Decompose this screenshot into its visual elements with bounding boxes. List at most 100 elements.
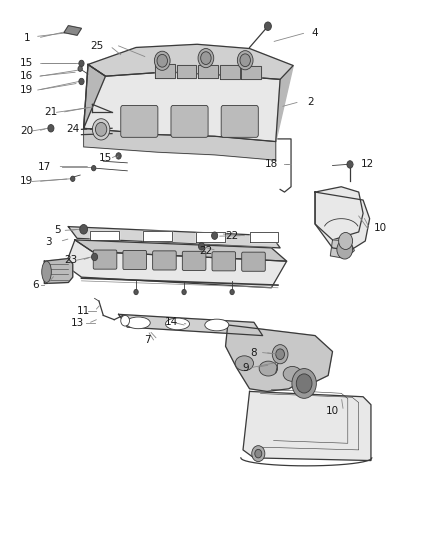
Ellipse shape: [235, 356, 254, 370]
Ellipse shape: [166, 318, 190, 330]
Text: 20: 20: [20, 126, 33, 136]
Polygon shape: [68, 227, 280, 248]
FancyBboxPatch shape: [171, 106, 208, 138]
Circle shape: [272, 345, 288, 364]
Circle shape: [212, 232, 218, 239]
Circle shape: [276, 349, 285, 360]
Polygon shape: [84, 64, 280, 142]
Text: 14: 14: [164, 317, 177, 327]
Circle shape: [80, 224, 88, 234]
Circle shape: [79, 60, 84, 67]
Ellipse shape: [205, 319, 229, 331]
FancyBboxPatch shape: [221, 106, 258, 138]
Polygon shape: [155, 64, 175, 78]
Circle shape: [339, 232, 353, 249]
Circle shape: [71, 176, 75, 181]
Ellipse shape: [259, 361, 278, 376]
Text: 22: 22: [226, 231, 239, 241]
Text: 17: 17: [38, 161, 51, 172]
Circle shape: [79, 78, 84, 85]
Polygon shape: [88, 44, 293, 79]
Text: 4: 4: [312, 28, 318, 38]
Circle shape: [154, 51, 170, 70]
Circle shape: [48, 125, 54, 132]
Circle shape: [255, 449, 262, 458]
Text: 7: 7: [144, 335, 150, 345]
Polygon shape: [226, 325, 332, 391]
Circle shape: [157, 54, 167, 67]
Circle shape: [292, 368, 316, 398]
Text: 24: 24: [66, 124, 79, 134]
Polygon shape: [84, 128, 276, 160]
Text: 19: 19: [20, 85, 34, 95]
Text: 6: 6: [32, 280, 39, 290]
Text: 3: 3: [46, 237, 52, 247]
Text: 18: 18: [265, 159, 278, 169]
Text: 22: 22: [199, 246, 212, 255]
Circle shape: [121, 316, 130, 326]
Polygon shape: [315, 187, 363, 240]
Circle shape: [182, 289, 186, 295]
Circle shape: [198, 49, 214, 68]
Text: 23: 23: [64, 255, 77, 265]
Polygon shape: [64, 26, 81, 35]
Polygon shape: [143, 231, 172, 241]
Polygon shape: [84, 64, 106, 128]
FancyBboxPatch shape: [123, 251, 147, 270]
Circle shape: [134, 289, 138, 295]
Circle shape: [252, 446, 265, 462]
Text: 25: 25: [90, 41, 103, 51]
Polygon shape: [90, 231, 119, 240]
Text: 2: 2: [307, 96, 314, 107]
Text: 21: 21: [44, 107, 57, 117]
Circle shape: [78, 66, 82, 71]
Polygon shape: [315, 192, 370, 251]
Circle shape: [237, 51, 253, 70]
Circle shape: [230, 289, 234, 295]
FancyBboxPatch shape: [212, 252, 236, 271]
Text: 19: 19: [20, 176, 34, 187]
Text: 8: 8: [251, 348, 257, 358]
Circle shape: [296, 374, 312, 393]
FancyBboxPatch shape: [182, 251, 206, 270]
Circle shape: [347, 161, 353, 168]
Ellipse shape: [283, 367, 301, 381]
Text: 13: 13: [71, 318, 84, 328]
Polygon shape: [250, 232, 278, 242]
Circle shape: [265, 22, 272, 30]
Circle shape: [240, 54, 251, 67]
Text: 1: 1: [24, 33, 30, 43]
Text: 10: 10: [326, 406, 339, 416]
Circle shape: [201, 52, 211, 64]
Polygon shape: [65, 240, 287, 288]
Circle shape: [92, 165, 96, 171]
Text: 5: 5: [54, 225, 61, 236]
Polygon shape: [198, 65, 218, 78]
Ellipse shape: [42, 261, 51, 282]
FancyBboxPatch shape: [93, 250, 117, 269]
Circle shape: [95, 123, 107, 136]
Text: 9: 9: [242, 362, 248, 373]
Polygon shape: [241, 66, 261, 79]
Polygon shape: [243, 391, 371, 461]
Polygon shape: [119, 314, 263, 336]
FancyBboxPatch shape: [242, 252, 265, 271]
Text: 15: 15: [99, 152, 112, 163]
Polygon shape: [276, 66, 293, 142]
Text: 15: 15: [20, 59, 34, 68]
Text: 10: 10: [374, 223, 387, 233]
Text: 16: 16: [20, 71, 34, 81]
Text: 11: 11: [77, 306, 90, 316]
Polygon shape: [75, 240, 287, 261]
Circle shape: [198, 243, 205, 250]
Polygon shape: [44, 259, 73, 284]
FancyBboxPatch shape: [152, 251, 176, 270]
Text: 12: 12: [361, 159, 374, 169]
FancyBboxPatch shape: [121, 106, 158, 138]
Ellipse shape: [126, 317, 150, 329]
Circle shape: [116, 153, 121, 159]
Circle shape: [92, 253, 98, 261]
Polygon shape: [330, 240, 354, 259]
Polygon shape: [220, 66, 240, 79]
Polygon shape: [196, 232, 225, 241]
